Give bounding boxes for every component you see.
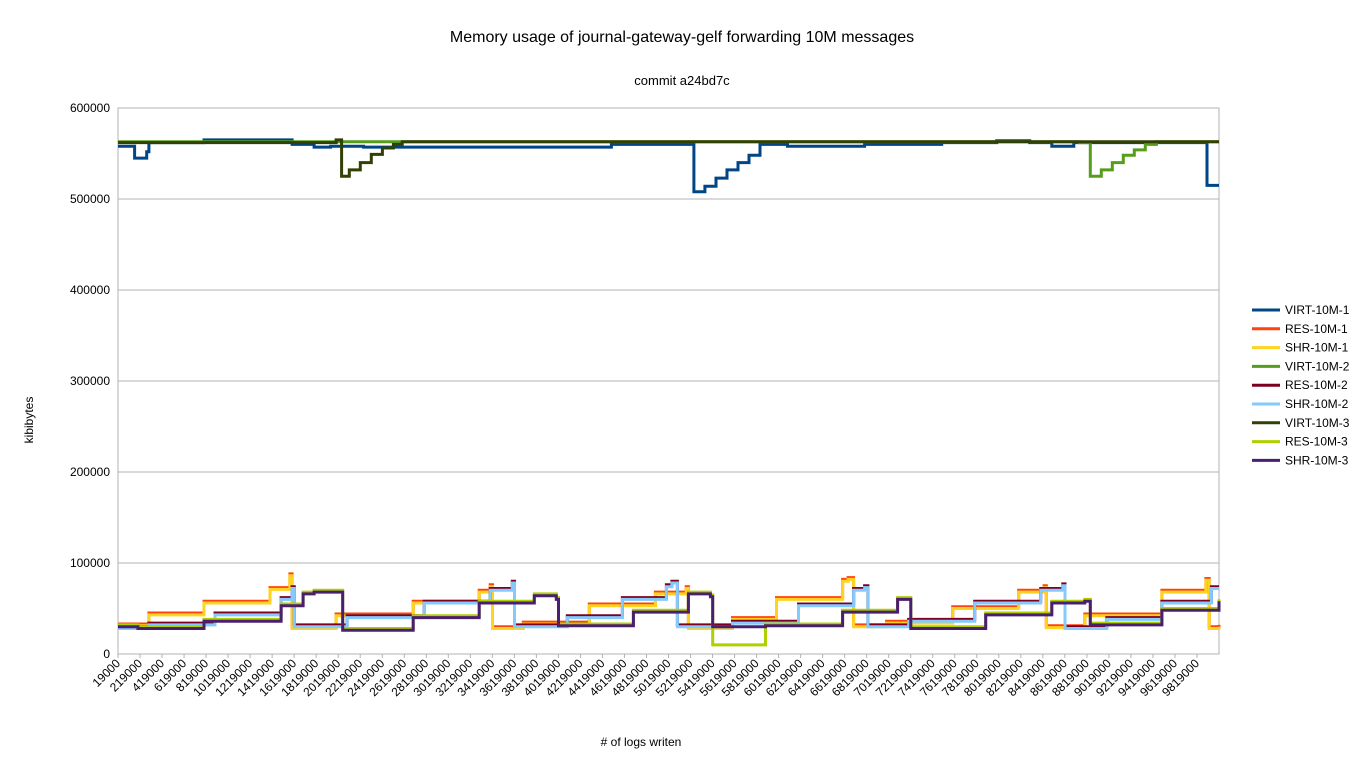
x-tick-labels: 1900021900041900061900081900010190001219… — [90, 656, 1203, 699]
series-line-virt-10m-1 — [118, 138, 1219, 194]
y-tick-label: 200000 — [70, 465, 110, 479]
grid-lines — [117, 107, 1219, 658]
plot-area-frame — [117, 107, 1220, 655]
series-line-virt-10m-3 — [118, 138, 1219, 178]
y-tick-label: 600000 — [70, 101, 110, 115]
series-layer — [118, 138, 1221, 647]
legend: VIRT-10M-1 RES-10M-1 SHR-10M-1 VIRT-10M-2 RE… — [1252, 303, 1350, 467]
series-line-shr-10m-1 — [118, 574, 1221, 630]
y-tick-labels: 0 100000 200000 300000 400000 500000 600000 — [70, 101, 110, 661]
legend-label: VIRT-10M-2 — [1285, 359, 1350, 373]
chart-subtitle: commit a24bd7c — [634, 73, 730, 88]
y-tick-label: 0 — [103, 647, 110, 661]
y-tick-label: 400000 — [70, 283, 110, 297]
legend-label: RES-10M-2 — [1285, 378, 1348, 392]
legend-label: SHR-10M-3 — [1285, 453, 1349, 467]
y-axis-label: kibibytes — [22, 397, 36, 444]
legend-label: RES-10M-1 — [1285, 322, 1348, 336]
legend-label: VIRT-10M-1 — [1285, 303, 1350, 317]
y-tick-label: 100000 — [70, 556, 110, 570]
y-tick-label: 500000 — [70, 192, 110, 206]
x-axis-label: # of logs writen — [601, 735, 682, 749]
legend-label: VIRT-10M-3 — [1285, 416, 1350, 430]
chart-title: Memory usage of journal-gateway-gelf for… — [450, 29, 914, 46]
series-line-shr-10m-3 — [118, 590, 1221, 632]
series-line-shr-10m-2 — [118, 581, 1219, 630]
legend-label: SHR-10M-1 — [1285, 341, 1349, 355]
legend-label: SHR-10M-2 — [1285, 397, 1349, 411]
y-tick-label: 300000 — [70, 374, 110, 388]
legend-label: RES-10M-3 — [1285, 435, 1348, 449]
